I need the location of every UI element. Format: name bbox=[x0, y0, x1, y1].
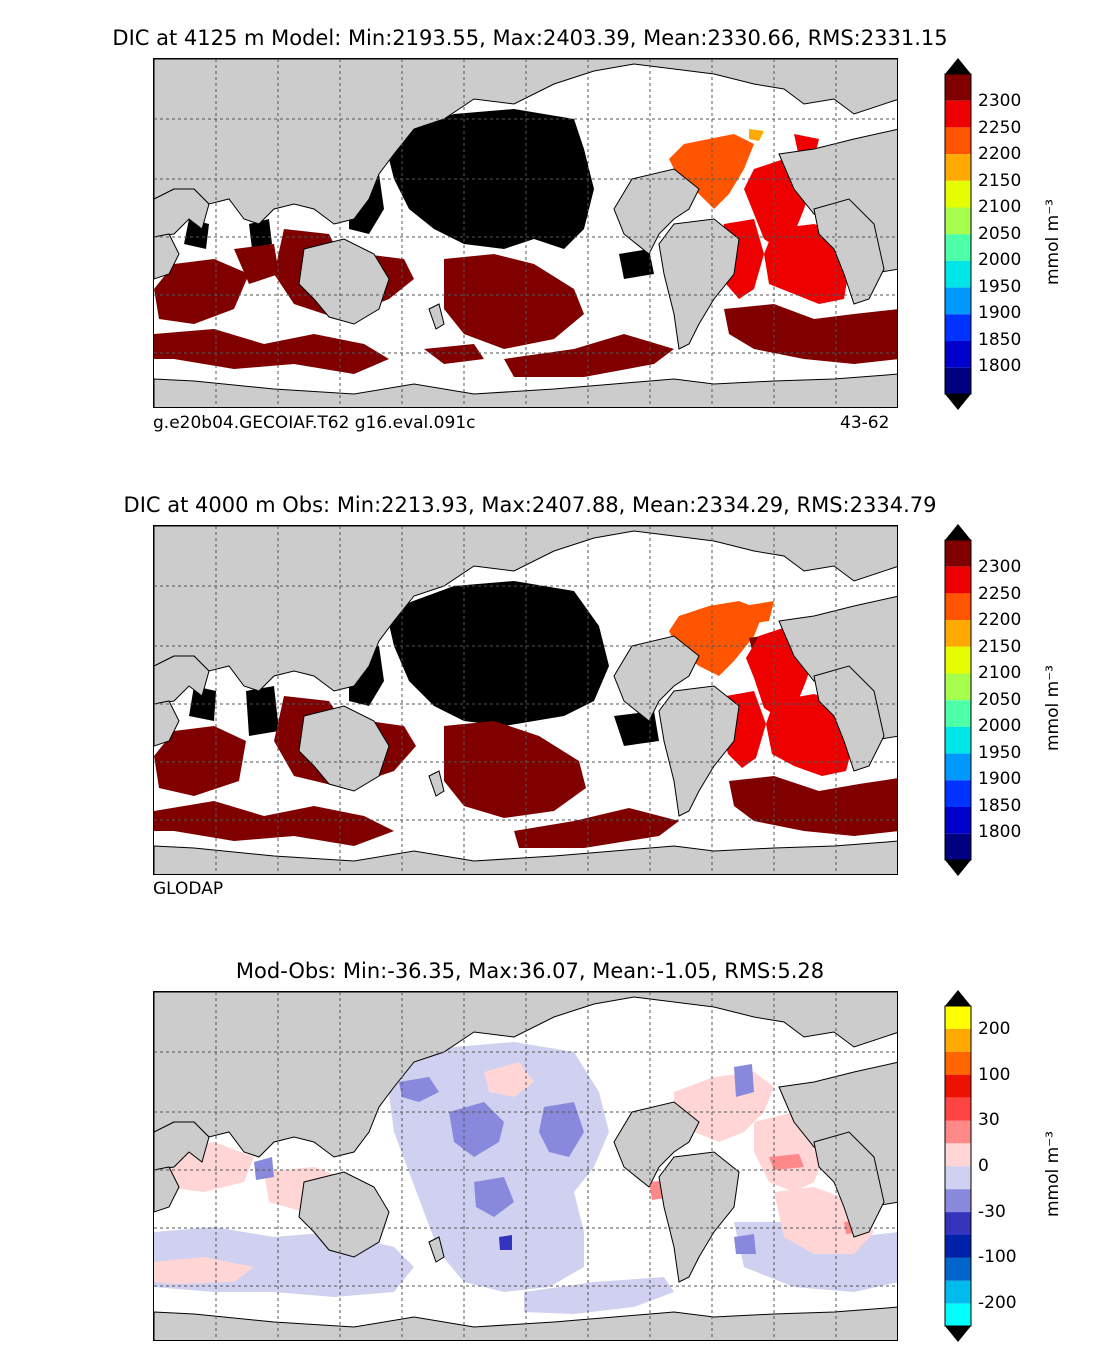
colorbar-tick: 2050 bbox=[978, 224, 1022, 244]
colorbar-tick: -100 bbox=[978, 1247, 1017, 1267]
colorbar-model bbox=[944, 58, 972, 410]
colorbar-tick: 1900 bbox=[978, 303, 1022, 323]
colorbar-unit-label: mmol m⁻³ bbox=[1043, 1131, 1063, 1217]
map-model bbox=[153, 58, 898, 408]
graticule-diff bbox=[154, 992, 897, 1340]
graticule-obs bbox=[154, 526, 897, 874]
land-model bbox=[154, 59, 897, 407]
colorbar-tick: 1850 bbox=[978, 330, 1022, 350]
colorbar-swatches bbox=[945, 540, 971, 860]
colorbar-tick: 2300 bbox=[978, 557, 1022, 577]
graticule-model bbox=[154, 59, 897, 407]
map-obs bbox=[153, 525, 898, 875]
colorbar-obs bbox=[944, 524, 972, 876]
colorbar-tick: 2000 bbox=[978, 250, 1022, 270]
panel-title-obs: DIC at 4000 m Obs: Min:2213.93, Max:2407… bbox=[123, 493, 937, 517]
colorbar-diff bbox=[944, 990, 972, 1342]
colorbar-tick: 2200 bbox=[978, 144, 1022, 164]
colorbar-tick: 1800 bbox=[978, 822, 1022, 842]
dic-field-obs bbox=[154, 581, 897, 848]
colorbar-tick: 0 bbox=[978, 1156, 989, 1176]
colorbar-unit-label: mmol m⁻³ bbox=[1043, 665, 1063, 751]
colorbar-tick: 2250 bbox=[978, 118, 1022, 138]
colorbar-unit-label: mmol m⁻³ bbox=[1043, 199, 1063, 285]
colorbar-tick: 2250 bbox=[978, 584, 1022, 604]
colorbar-tick: 2150 bbox=[978, 171, 1022, 191]
land-diff bbox=[154, 992, 897, 1340]
panel-title-model: DIC at 4125 m Model: Min:2193.55, Max:24… bbox=[112, 26, 948, 50]
land-obs bbox=[154, 526, 897, 874]
colorbar-swatches bbox=[945, 1006, 971, 1326]
colorbar-tick: 2150 bbox=[978, 637, 1022, 657]
year-range-label: 43-62 bbox=[840, 413, 890, 433]
colorbar-tick: -30 bbox=[978, 1202, 1006, 1222]
colorbar-tick: 30 bbox=[978, 1110, 1000, 1130]
colorbar-tick: 2000 bbox=[978, 716, 1022, 736]
colorbar-tick: 2300 bbox=[978, 91, 1022, 111]
colorbar-tick: 1800 bbox=[978, 356, 1022, 376]
colorbar-tick: 1900 bbox=[978, 769, 1022, 789]
colorbar-tick: 2050 bbox=[978, 690, 1022, 710]
case-name-label: g.e20b04.GECOIAF.T62 g16.eval.091c bbox=[153, 413, 476, 433]
colorbar-tick: 1950 bbox=[978, 277, 1022, 297]
colorbar-tick: 200 bbox=[978, 1019, 1011, 1039]
colorbar-tick: 100 bbox=[978, 1065, 1011, 1085]
colorbar-swatches bbox=[945, 74, 971, 394]
panel-title-diff: Mod-Obs: Min:-36.35, Max:36.07, Mean:-1.… bbox=[235, 959, 825, 983]
colorbar-tick: -200 bbox=[978, 1293, 1017, 1313]
colorbar-tick: 1850 bbox=[978, 796, 1022, 816]
colorbar-tick: 2100 bbox=[978, 197, 1022, 217]
map-diff bbox=[153, 991, 898, 1341]
obs-source-label: GLODAP bbox=[153, 879, 224, 899]
colorbar-tick: 2100 bbox=[978, 663, 1022, 683]
colorbar-tick: 1950 bbox=[978, 743, 1022, 763]
colorbar-tick: 2200 bbox=[978, 610, 1022, 630]
